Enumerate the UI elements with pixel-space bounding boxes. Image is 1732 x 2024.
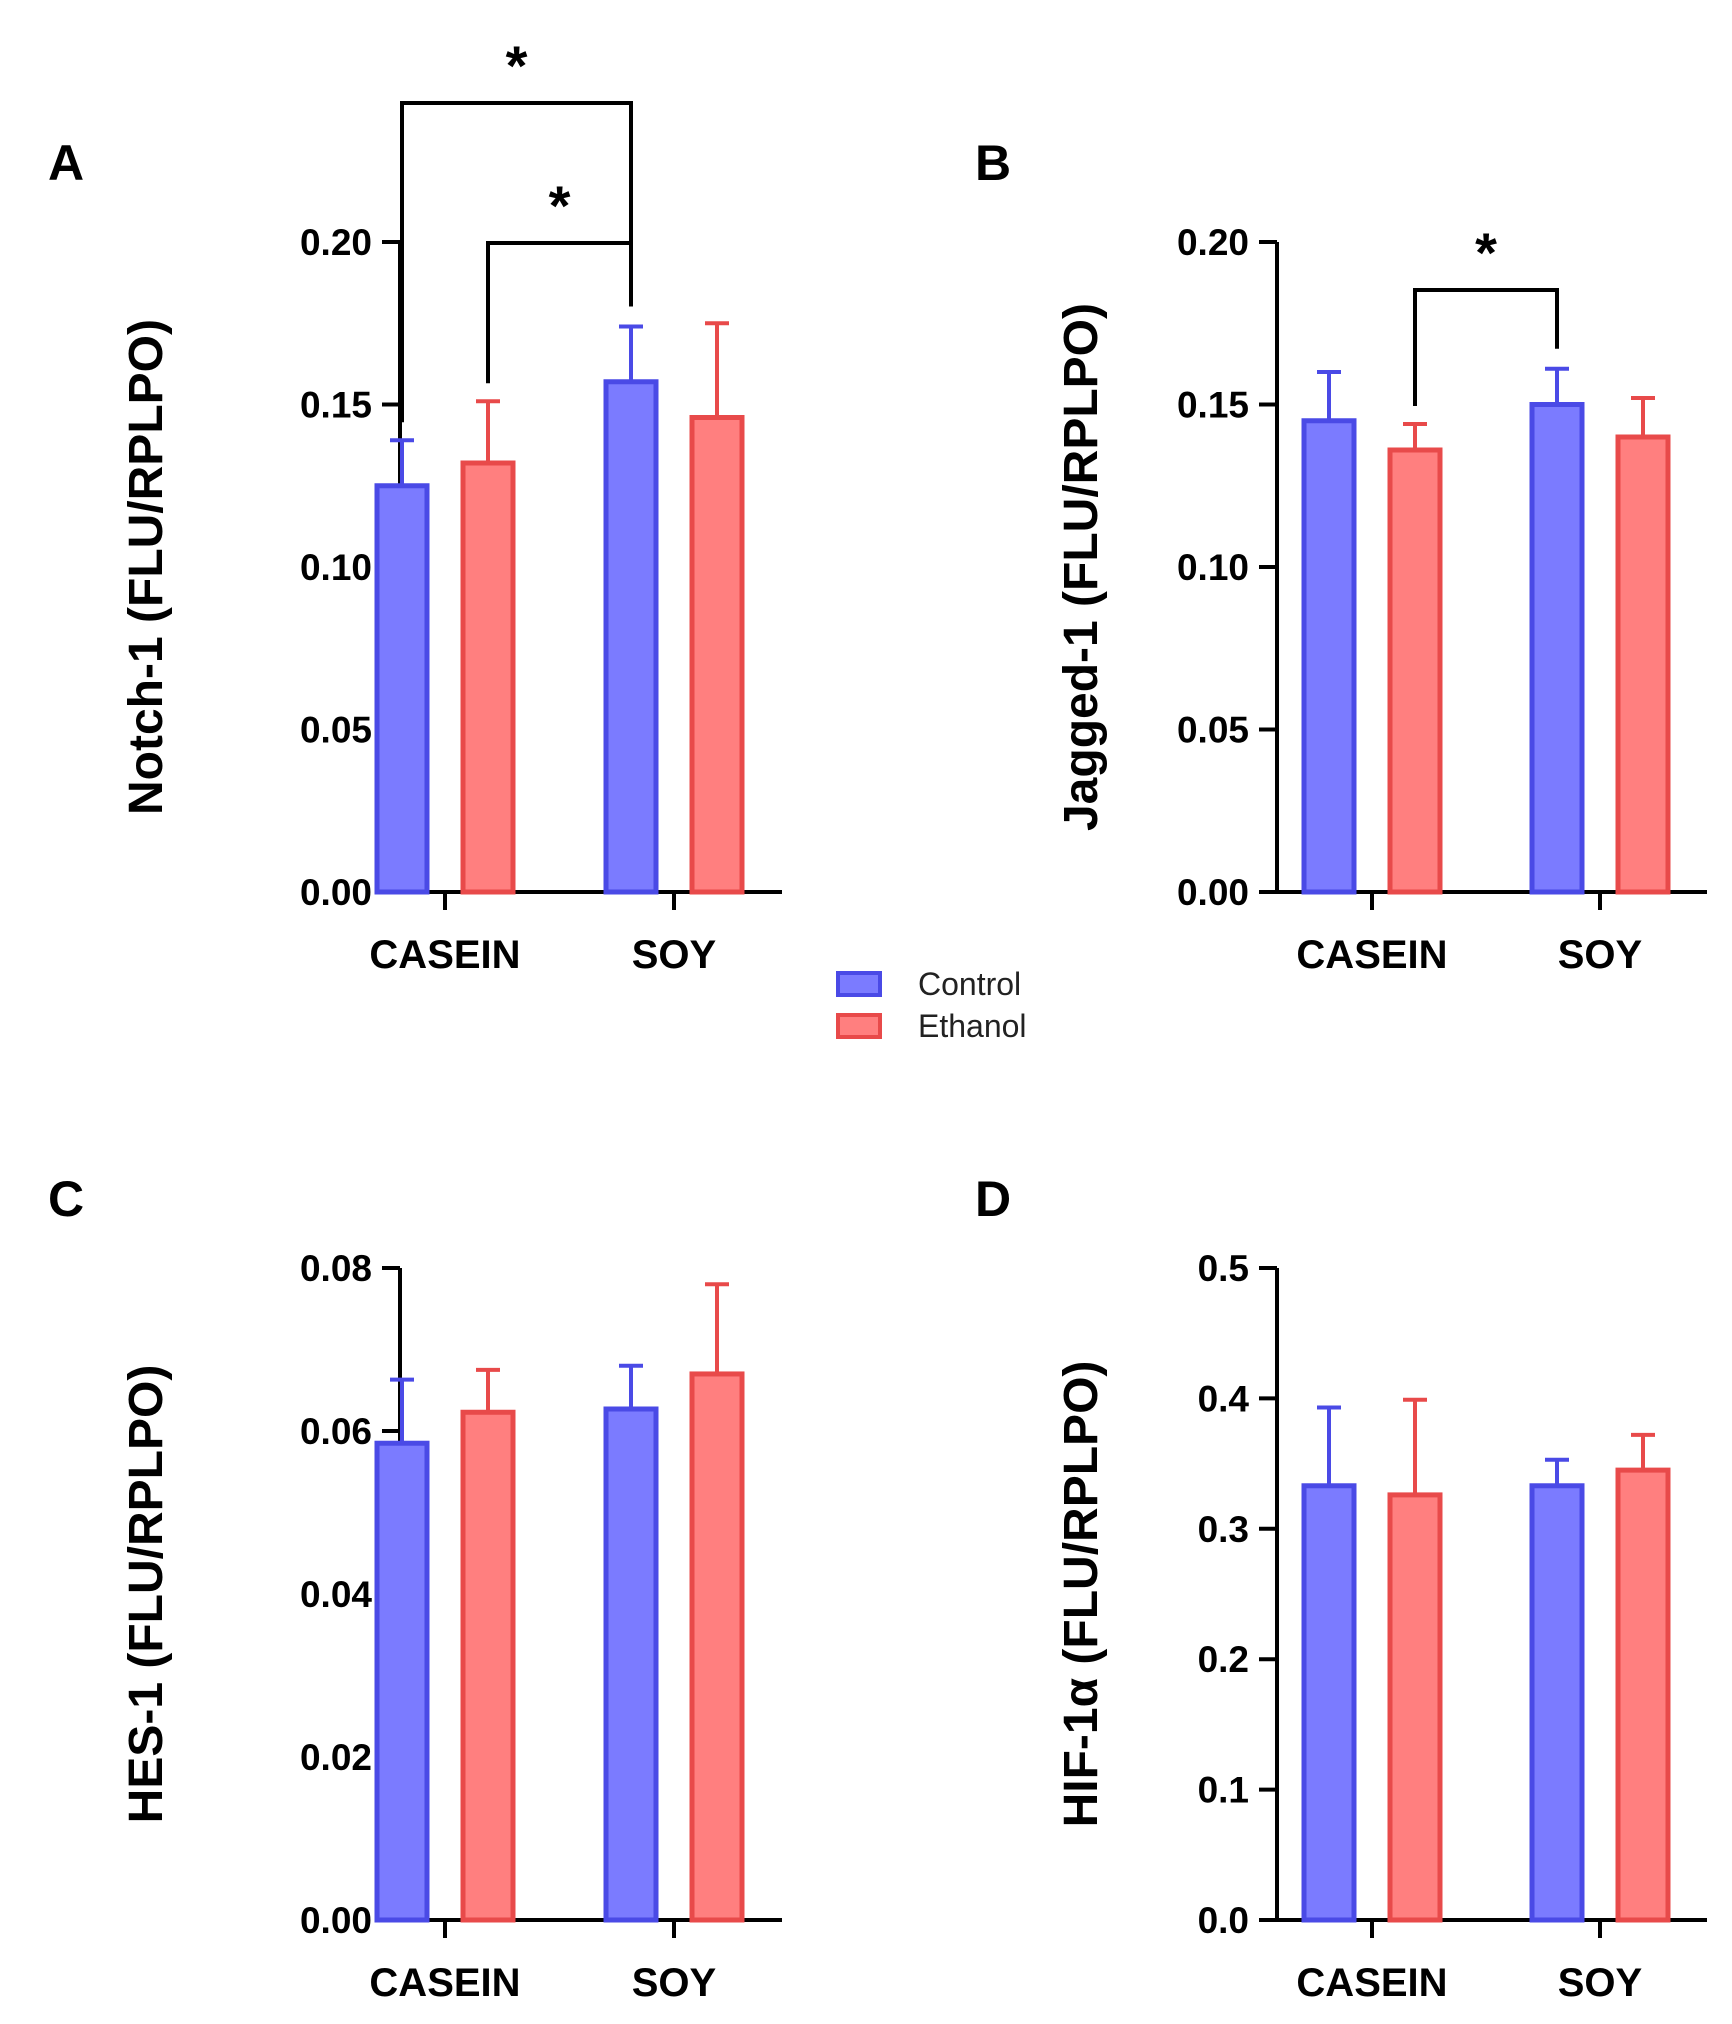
y-tick-label: 0.2	[1198, 1639, 1249, 1680]
x-tick-label: CASEIN	[1296, 1961, 1447, 2005]
x-tick-label: SOY	[1558, 933, 1643, 977]
chart-panel-b: B Jagged-1 (FLU/RPLPO) 0.00 0.05 0.10 0.15 0.2…	[975, 135, 1707, 977]
y-tick-label: 0.3	[1198, 1509, 1249, 1550]
y-tick-label: 0.20	[300, 222, 372, 263]
x-tick-label: SOY	[632, 933, 717, 977]
y-tick-label: 0.05	[1177, 710, 1249, 751]
y-tick-label: 0.4	[1198, 1378, 1250, 1419]
x-tick-label: SOY	[632, 1961, 717, 2005]
bar-control	[1529, 402, 1585, 895]
bar-control	[374, 483, 430, 895]
bar-control	[603, 1406, 659, 1923]
y-tick-label: 0.04	[300, 1574, 372, 1615]
bar-control	[603, 379, 659, 895]
y-axis-label: Notch-1 (FLU/RPLPO)	[120, 319, 173, 815]
bar-ethanol	[689, 1371, 745, 1923]
bar-control	[374, 1440, 430, 1923]
significance-star: *	[1475, 221, 1497, 284]
y-tick-label: 0.5	[1198, 1248, 1249, 1289]
y-tick-label: 0.15	[300, 385, 372, 426]
y-tick-label: 0.1	[1198, 1770, 1249, 1811]
panel-letter: A	[48, 135, 84, 191]
y-tick-label: 0.20	[1177, 222, 1249, 263]
panel-letter: D	[975, 1171, 1011, 1227]
bar-ethanol	[1387, 1492, 1443, 1923]
chart-panel-c: C HES-1 (FLU/RPLPO) 0.00 0.02 0.04 0.06 0.08 CA…	[48, 1171, 782, 2005]
significance-bracket	[400, 101, 633, 423]
x-tick-label: CASEIN	[369, 1961, 520, 2005]
y-tick-label: 0.15	[1177, 385, 1249, 426]
y-tick-label: 0.00	[300, 1900, 372, 1941]
bar-control	[1529, 1483, 1585, 1923]
y-tick-label: 0.0	[1198, 1900, 1249, 1941]
x-tick-label: SOY	[1558, 1961, 1643, 2005]
legend: Control Ethanol	[836, 966, 1027, 1044]
legend-swatch-control	[836, 971, 882, 997]
panel-letter: B	[975, 135, 1011, 191]
significance-bracket	[1413, 288, 1559, 406]
bar-ethanol	[460, 1409, 516, 1923]
y-axis-label: HIF-1α (FLU/RPLPO)	[1055, 1361, 1108, 1828]
y-tick-label: 0.06	[300, 1411, 372, 1452]
panel-letter: C	[48, 1171, 84, 1227]
x-tick-label: CASEIN	[1296, 933, 1447, 977]
bar-ethanol	[460, 460, 516, 895]
y-tick-label: 0.10	[300, 547, 372, 588]
y-tick-label: 0.05	[300, 710, 372, 751]
bar-ethanol	[689, 415, 745, 895]
legend-label: Ethanol	[918, 1008, 1027, 1044]
legend-label: Control	[918, 966, 1021, 1002]
bar-control	[1301, 418, 1357, 895]
significance-star: *	[506, 34, 528, 97]
bar-control	[1301, 1483, 1357, 1923]
significance-star: *	[549, 174, 571, 237]
y-tick-label: 0.02	[300, 1737, 372, 1778]
bar-ethanol	[1615, 1467, 1671, 1923]
y-axis-label: Jagged-1 (FLU/RPLPO)	[1055, 303, 1108, 831]
legend-swatch-ethanol	[836, 1013, 882, 1039]
chart-panel-a: A Notch-1 (FLU/RPLPO) 0.00 0.05 0.10 0.15 0.20…	[48, 34, 782, 977]
x-tick-label: CASEIN	[369, 933, 520, 977]
y-tick-label: 0.00	[300, 872, 372, 913]
y-tick-label: 0.08	[300, 1248, 372, 1289]
y-tick-label: 0.10	[1177, 547, 1249, 588]
y-tick-label: 0.00	[1177, 872, 1249, 913]
chart-panel-d: D HIF-1α (FLU/RPLPO) 0.0 0.1 0.2 0.3 0.4 0.5 CAS…	[975, 1171, 1707, 2005]
y-axis-label: HES-1 (FLU/RPLPO)	[120, 1365, 173, 1824]
bar-ethanol	[1615, 434, 1671, 895]
significance-bracket	[486, 241, 633, 384]
bar-ethanol	[1387, 447, 1443, 895]
